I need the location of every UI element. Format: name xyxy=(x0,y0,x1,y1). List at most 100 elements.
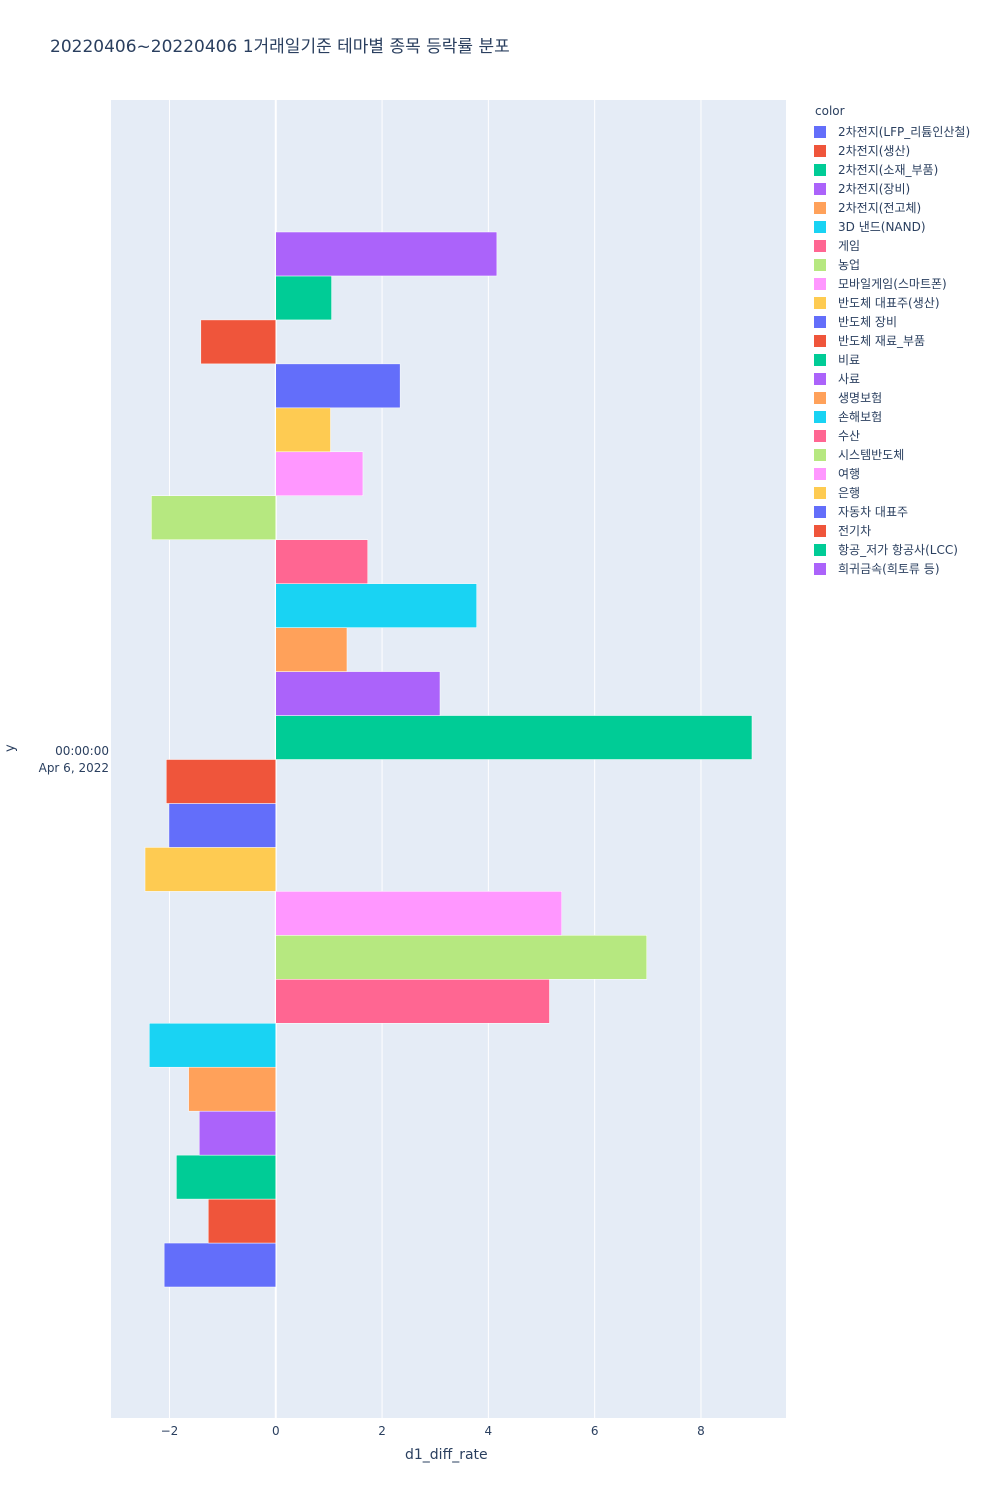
bar xyxy=(144,847,277,892)
legend-item[interactable]: 자동차 대표주 xyxy=(800,502,970,521)
legend-item[interactable]: 3D 낸드(NAND) xyxy=(800,217,970,236)
legend-swatch xyxy=(814,334,826,347)
x-tick-label: 0 xyxy=(272,1424,280,1438)
legend-label: 2차전지(소재_부품) xyxy=(838,163,939,177)
legend-swatch xyxy=(814,277,826,290)
bar xyxy=(163,1242,277,1288)
x-tick-label: 8 xyxy=(697,1424,705,1438)
bar xyxy=(198,1110,277,1156)
legend-label: 손해보험 xyxy=(838,410,883,424)
legend-item[interactable]: 2차전지(전고체) xyxy=(800,198,970,217)
bar xyxy=(208,1198,277,1244)
bar xyxy=(166,759,277,804)
legend-label: 반도체 재료_부품 xyxy=(838,334,926,348)
legend-swatch xyxy=(814,410,826,423)
legend-label: 2차전지(전고체) xyxy=(838,201,922,215)
legend-swatch xyxy=(814,220,826,233)
legend-item[interactable]: 항공_저가 항공사(LCC) xyxy=(800,540,970,559)
legend-item[interactable]: 희귀금속(희토류 등) xyxy=(800,559,970,578)
legend-item[interactable]: 2차전지(LFP_리튬인산철) xyxy=(800,122,970,141)
bar xyxy=(168,803,277,848)
legend-item[interactable]: 게임 xyxy=(800,236,970,255)
legend-swatch xyxy=(814,429,826,442)
legend-item[interactable]: 여행 xyxy=(800,464,970,483)
legend-swatch xyxy=(814,562,826,575)
legend-item[interactable]: 은행 xyxy=(800,483,970,502)
legend-item[interactable]: 사료 xyxy=(800,369,970,388)
legend-label: 2차전지(생산) xyxy=(838,144,911,158)
legend-item[interactable]: 생명보험 xyxy=(800,388,970,407)
legend-label: 시스템반도체 xyxy=(838,448,905,462)
bar xyxy=(275,715,753,760)
legend-swatch xyxy=(814,296,826,309)
legend-label: 전기차 xyxy=(838,524,872,538)
legend-label: 3D 낸드(NAND) xyxy=(838,220,926,234)
bar xyxy=(188,1066,277,1112)
legend-item[interactable]: 반도체 장비 xyxy=(800,312,970,331)
bar xyxy=(275,363,401,409)
legend-item[interactable]: 손해보험 xyxy=(800,407,970,426)
legend-swatch xyxy=(814,144,826,157)
legend-label: 사료 xyxy=(838,372,861,386)
bar xyxy=(200,319,277,365)
legend-label: 게임 xyxy=(838,239,861,253)
x-tick-label: 6 xyxy=(591,1424,599,1438)
x-tick-label: 2 xyxy=(378,1424,386,1438)
y-tick-label-time: 00:00:00 xyxy=(55,744,109,758)
chart-title: 20220406~20220406 1거래일기준 테마별 종목 등락률 분포 xyxy=(50,37,510,57)
legend-item[interactable]: 수산 xyxy=(800,426,970,445)
legend-item[interactable]: 모바일게임(스마트폰) xyxy=(800,274,970,293)
y-tick-label-date: Apr 6, 2022 xyxy=(38,761,109,775)
legend-item[interactable]: 농업 xyxy=(800,255,970,274)
legend-item[interactable]: 2차전지(생산) xyxy=(800,141,970,160)
legend-label: 수산 xyxy=(838,429,861,443)
legend-label: 생명보험 xyxy=(838,391,883,405)
x-axis-label: d1_diff_rate xyxy=(405,1447,488,1463)
legend-swatch xyxy=(814,505,826,518)
bar xyxy=(275,891,562,936)
legend-swatch xyxy=(814,201,826,214)
legend-swatch xyxy=(814,543,826,556)
legend-item[interactable]: 2차전지(장비) xyxy=(800,179,970,198)
legend-label: 2차전지(LFP_리튬인산철) xyxy=(838,125,971,139)
legend-swatch xyxy=(814,163,826,176)
bar xyxy=(275,627,348,672)
legend-swatch xyxy=(814,315,826,328)
legend-swatch xyxy=(814,239,826,252)
legend-swatch xyxy=(814,486,826,499)
legend-swatch xyxy=(814,448,826,461)
legend-label: 은행 xyxy=(838,486,861,500)
legend-item[interactable]: 반도체 재료_부품 xyxy=(800,331,970,350)
legend-item[interactable]: 반도체 대표주(생산) xyxy=(800,293,970,312)
bar xyxy=(151,495,277,540)
bar xyxy=(275,979,550,1024)
legend-item[interactable]: 시스템반도체 xyxy=(800,445,970,464)
legend-swatch xyxy=(814,391,826,404)
legend-label: 희귀금속(희토류 등) xyxy=(838,562,940,576)
bar xyxy=(275,407,331,453)
legend-swatch xyxy=(814,258,826,271)
legend-title: color xyxy=(815,104,845,118)
legend-swatch xyxy=(814,182,826,195)
bar xyxy=(275,231,498,277)
bar xyxy=(275,583,477,628)
legend-swatch xyxy=(814,524,826,537)
legend-item[interactable]: 비료 xyxy=(800,350,970,369)
legend-label: 반도체 장비 xyxy=(838,315,898,329)
legend-swatch xyxy=(814,467,826,480)
bar xyxy=(275,671,441,716)
legend-label: 2차전지(장비) xyxy=(838,182,911,196)
legend-item[interactable]: 전기차 xyxy=(800,521,970,540)
bar xyxy=(275,451,364,496)
legend-label: 농업 xyxy=(838,258,861,272)
x-tick-label: −2 xyxy=(161,1424,179,1438)
legend-label: 비료 xyxy=(838,353,861,367)
x-tick-label: 4 xyxy=(485,1424,493,1438)
legend-swatch xyxy=(814,125,826,138)
legend-item[interactable]: 2차전지(소재_부품) xyxy=(800,160,970,179)
bar xyxy=(275,935,647,980)
bar xyxy=(275,539,368,584)
legend-swatch xyxy=(814,353,826,366)
